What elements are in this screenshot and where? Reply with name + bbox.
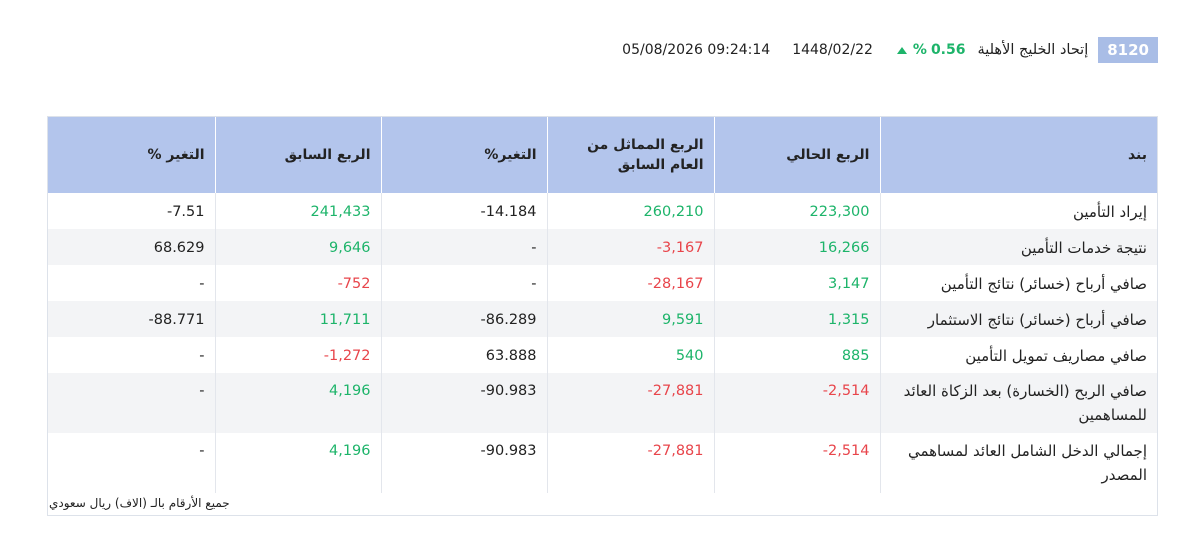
table-cell: 68.629 — [48, 229, 215, 265]
table-cell: -1,272 — [214, 337, 381, 373]
table-cell: 1,315 — [713, 301, 880, 337]
table-cell: 4,196 — [214, 373, 381, 433]
row-label: إجمالي الدخل الشامل العائد لمساهمي المصد… — [879, 433, 1157, 493]
table-row: صافي أرباح (خسائر) نتائج التأمين 3,147 -28… — [48, 265, 1157, 301]
table-cell: -752 — [214, 265, 381, 301]
table-cell: - — [199, 443, 205, 459]
table-cell: -14.184 — [380, 193, 547, 229]
table-cell: 4,196 — [214, 433, 381, 493]
table-cell: - — [48, 373, 215, 433]
table-cell: 241,433 — [214, 193, 381, 229]
row-label: إيراد التأمين — [879, 193, 1157, 229]
table-cell: 9,591 — [546, 301, 714, 337]
table-cell: - — [380, 265, 547, 301]
gregorian-datetime: 05/08/2026 09:24:14 — [622, 42, 771, 58]
table-cell: 885 — [713, 337, 880, 373]
table-cell: - — [199, 348, 205, 364]
table-cell: -28,167 — [546, 265, 714, 301]
table-cell: -90.983 — [380, 373, 547, 433]
table-cell: -2,514 — [713, 373, 880, 433]
column-header[interactable]: التغير% — [380, 117, 547, 193]
table-cell: -27,881 — [546, 373, 714, 433]
row-label: صافي أرباح (خسائر) نتائج الاستثمار — [879, 301, 1157, 337]
column-header[interactable]: الربع الحالي — [713, 117, 880, 193]
table-cell: -90.983 — [380, 433, 547, 493]
row-label: نتيجة خدمات التأمين — [879, 229, 1157, 265]
column-header[interactable]: الربع المماثل من العام السابق — [546, 117, 714, 193]
table-row: نتيجة خدمات التأمين 16,266 -3,167-9,646 68.… — [48, 229, 1157, 265]
row-label: صافي الربح (الخسارة) بعد الزكاة العائد ل… — [879, 373, 1157, 433]
stock-header: 8120 إتحاد الخليج الأهلية 0.56 % 1448/02… — [40, 36, 1158, 64]
table-cell: 223,300 — [713, 193, 880, 229]
table-cell: 16,266 — [713, 229, 880, 265]
table-row: صافي الربح (الخسارة) بعد الزكاة العائد ل… — [48, 373, 1157, 433]
table-cell: -27,881 — [546, 433, 714, 493]
price-change-unit: % — [912, 42, 927, 58]
footnote: جميع الأرقام بالـ (الاف) ريال سعودي — [49, 496, 230, 510]
table-cell: 9,646 — [214, 229, 381, 265]
table-cell: 540 — [546, 337, 714, 373]
table-cell: - — [380, 229, 547, 265]
table-cell: -3,167 — [546, 229, 714, 265]
table-cell: -86.289 — [380, 301, 547, 337]
table-cell: - — [199, 276, 205, 292]
company-name: إتحاد الخليج الأهلية — [977, 42, 1089, 58]
column-header[interactable]: التغير % — [48, 117, 215, 193]
hijri-date: 1448/02/22 — [792, 42, 873, 58]
column-header[interactable]: بند — [879, 117, 1157, 193]
table-row: صافي أرباح (خسائر) نتائج الاستثمار 1,315 9… — [48, 301, 1157, 337]
table-header-row: بند الربع الحالي الربع المماثل من العام … — [48, 117, 1157, 193]
table-row: إجمالي الدخل الشامل العائد لمساهمي المصد… — [48, 433, 1157, 493]
stock-code-badge: 8120 — [1098, 37, 1158, 63]
arrow-up-icon — [896, 46, 907, 54]
table-cell: 3,147 — [713, 265, 880, 301]
table-cell: -2,514 — [713, 433, 880, 493]
financial-table: بند الربع الحالي الربع المماثل من العام … — [48, 117, 1157, 493]
column-header[interactable]: الربع السابق — [214, 117, 381, 193]
price-change-value: 0.56 — [930, 42, 966, 58]
table-cell: -7.51 — [166, 204, 205, 220]
table-cell: 11,711 — [214, 301, 381, 337]
financial-table-frame: بند الربع الحالي الربع المماثل من العام … — [47, 116, 1158, 516]
table-cell: -88.771 — [48, 301, 215, 337]
row-label: صافي مصاريف تمويل التأمين — [879, 337, 1157, 373]
table-cell: 260,210 — [546, 193, 714, 229]
table-row: إيراد التأمين 223,300 260,210 -14.184 241,43… — [48, 193, 1157, 229]
table-cell: 63.888 — [380, 337, 547, 373]
table-row: صافي مصاريف تمويل التأمين 885 540 63.888 -1,… — [48, 337, 1157, 373]
row-label: صافي أرباح (خسائر) نتائج التأمين — [879, 265, 1157, 301]
